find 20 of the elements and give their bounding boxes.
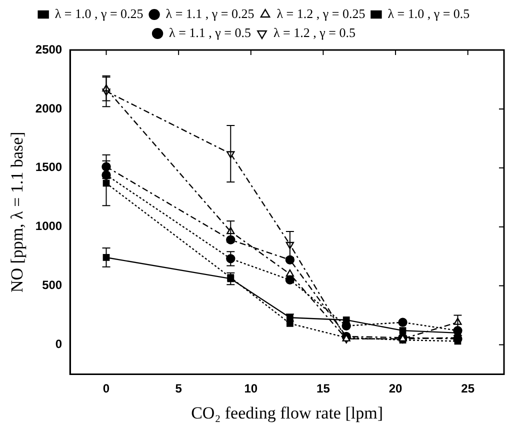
legend-label: λ = 1.1 , γ = 0.25	[166, 6, 254, 21]
x-tick-label: 10	[244, 382, 258, 396]
legend-label: λ = 1.1 , γ = 0.5	[169, 24, 252, 40]
x-tick-label: 25	[461, 382, 475, 396]
x-tick-label: 20	[388, 382, 403, 396]
y-tick-label: 0	[55, 337, 62, 352]
legend-label: λ = 1.0 , γ = 0.25	[54, 6, 144, 21]
y-axis-title: NO [ppm, λ = 1.1 base]	[8, 132, 27, 293]
y-tick-label: 1500	[35, 160, 62, 174]
y-tick-label: 2500	[35, 42, 62, 56]
x-tick-label: 5	[175, 382, 182, 396]
y-tick-label: 2000	[35, 101, 62, 116]
legend-label: λ = 1.0 , γ = 0.5	[388, 6, 470, 21]
legend-label: λ = 1.2 , γ = 0.25	[276, 6, 366, 21]
legend-label: λ = 1.2 , γ = 0.5	[274, 24, 356, 40]
x-tick-label: 0	[102, 382, 110, 396]
x-tick-label: 15	[316, 382, 330, 396]
x-axis-title: CO₂ feeding flow rate [lpm]	[191, 403, 384, 422]
y-tick-label: 1000	[35, 219, 62, 234]
y-tick-label: 500	[42, 278, 62, 292]
